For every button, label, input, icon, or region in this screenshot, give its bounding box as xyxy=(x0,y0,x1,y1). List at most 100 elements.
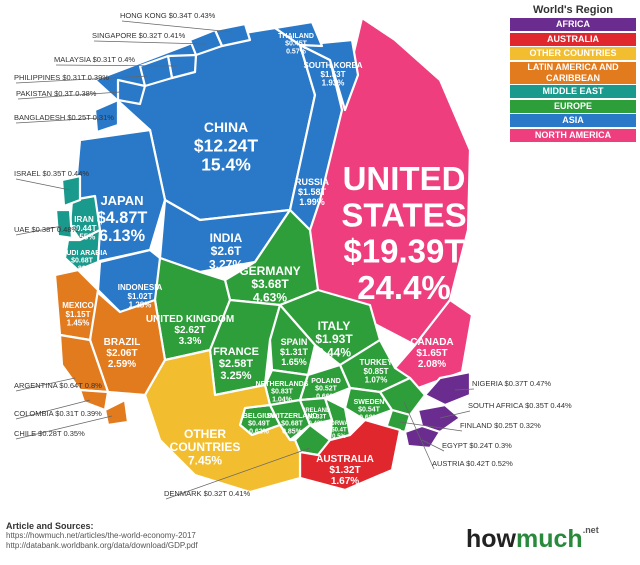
cell-label-thailand: THAILAND $0.45T 0.57% xyxy=(278,33,314,55)
cell-label-south-korea: SOUTH KOREA $1.53T 1.93% xyxy=(303,61,362,88)
cell-label-russia: RUSSIA $1.58T 1.99% xyxy=(295,177,330,207)
cell-south-africa xyxy=(416,403,462,434)
callout-part: 0.35% xyxy=(61,429,85,438)
callout-bangladesh: BANGLADESH $0.25T 0.31% xyxy=(14,113,114,122)
cell-label-belgium: BELGIUM $0.49T 0.62% xyxy=(243,413,275,435)
callout-part: BANGLADESH xyxy=(14,113,65,122)
callout-part: ARGENTINA xyxy=(14,381,58,390)
callout-part: $0.31T xyxy=(91,55,117,64)
cell-label-line: BELGIUM xyxy=(243,413,275,420)
cell-label-iran: IRAN $0.44T 0.55% xyxy=(72,215,97,242)
cell-label-line: IRELAND xyxy=(304,408,331,414)
callout-part: 0.52% xyxy=(489,459,513,468)
cell-colombia xyxy=(78,388,110,412)
cell-label-line: $0.68T xyxy=(281,421,304,428)
cell-label-line: 0.66% xyxy=(316,393,337,400)
cell-label-line: 6.13% xyxy=(99,227,146,245)
callout-part: 0.44% xyxy=(66,169,90,178)
cell-label-line: 24.4% xyxy=(357,269,451,306)
cell-label-line: 2.08% xyxy=(418,359,446,370)
callout-part: 0.8% xyxy=(83,381,103,390)
callout-pakistan: PAKISTAN $0.3T 0.38% xyxy=(16,89,97,98)
callout-line-israel xyxy=(15,178,71,191)
callout-part: HONG KONG xyxy=(120,11,167,20)
cell-philippines xyxy=(138,54,174,88)
cell-label-line: GERMANY xyxy=(239,264,300,278)
cell-label-line: 1.45% xyxy=(67,319,90,328)
cell-label-line: UNITED xyxy=(343,160,466,197)
legend-item-other-countries: OTHER COUNTRIES xyxy=(510,47,636,60)
callout-part: DENMARK xyxy=(164,489,202,498)
cell-label-line: JAPAN xyxy=(100,193,143,208)
cell-label-switzerland: SWITZERLAND $0.68T 0.85% xyxy=(267,413,318,435)
cell-label-line: 1.07% xyxy=(365,376,388,385)
cell-uae xyxy=(54,208,74,240)
cell-label-line: $0.83T xyxy=(271,389,294,396)
cell-label-united-kingdom: UNITED KINGDOM $2.62T 3.3% xyxy=(146,314,234,347)
callout-part: 0.39% xyxy=(79,409,103,418)
cell-label-turkey: TURKEY $0.85T 1.07% xyxy=(360,358,394,385)
cell-other-countries xyxy=(143,348,302,494)
cell-label-line: $19.39T xyxy=(343,233,464,270)
cell-label-line: $12.24T xyxy=(194,135,259,155)
callout-part: NIGERIA xyxy=(472,379,503,388)
cell-switzerland xyxy=(268,398,312,442)
cell-label-brazil: BRAZIL $2.06T 2.59% xyxy=(104,337,141,370)
callout-part: $0.32T xyxy=(202,489,228,498)
cell-label-china: CHINA $12.24T 15.4% xyxy=(194,119,259,175)
callout-part: 0.39% xyxy=(86,73,110,82)
source-link-worldbank[interactable]: http://databank.worldbank.org/data/downl… xyxy=(6,541,198,550)
cell-label-other-countries: OTHER COUNTRIES 7.45% xyxy=(170,427,241,467)
cell-label-line: POLAND xyxy=(311,378,341,385)
cell-label-line: $0.68T xyxy=(71,258,94,265)
callout-part: AUSTRIA xyxy=(432,459,465,468)
legend-item-australia: AUSTRALIA xyxy=(510,32,636,46)
cell-label-line: $1.53T xyxy=(321,70,346,79)
cell-label-line: 3.25% xyxy=(220,370,251,382)
callout-part: 0.32% xyxy=(517,421,541,430)
cell-label-line: 7.45% xyxy=(188,453,222,467)
howmuch-logo[interactable]: howmuch.net xyxy=(466,525,599,554)
callout-part: $0.38T xyxy=(29,225,55,234)
cell-label-line: 3.27% xyxy=(209,257,243,271)
callout-part: 0.48% xyxy=(55,225,79,234)
cell-bangladesh xyxy=(93,98,120,134)
callout-line-south-africa xyxy=(439,410,471,419)
cell-label-line: 1.65% xyxy=(281,357,307,367)
cell-label-australia: AUSTRALIA $1.32T 1.67% xyxy=(316,454,374,487)
callout-egypt: EGYPT $0.24T 0.3% xyxy=(442,441,512,450)
cell-label-line: SWEDEN xyxy=(354,399,385,406)
cell-label-line: 0.86% xyxy=(72,265,93,272)
callout-part: $0.24T xyxy=(467,441,493,450)
callout-part: 0.41% xyxy=(162,31,186,40)
callout-part: 0.44% xyxy=(548,401,572,410)
legend-item-africa: AFRICA xyxy=(510,18,636,31)
cell-austria xyxy=(378,376,427,417)
callout-israel: ISRAEL $0.35T 0.44% xyxy=(14,169,89,178)
callout-part: SINGAPORE xyxy=(92,31,137,40)
cell-label-india: INDIA $2.6T 3.27% xyxy=(209,231,243,271)
cell-label-line: IRAN xyxy=(74,215,94,224)
callout-malaysia: MALAYSIA $0.31T 0.4% xyxy=(54,55,135,64)
cell-label-netherlands: NETHERLANDS $0.83T 1.04% xyxy=(256,381,309,403)
legend: World's Region AFRICA AUSTRALIA OTHER CO… xyxy=(510,4,636,143)
callout-part: EGYPT xyxy=(442,441,468,450)
callout-colombia: COLOMBIA $0.31T 0.39% xyxy=(14,409,102,418)
cell-label-line: $2.58T xyxy=(219,358,254,370)
cell-label-line: 0.42% xyxy=(308,421,326,427)
source-link-article[interactable]: https://howmuch.net/articles/the-world-e… xyxy=(6,531,196,540)
cell-label-line: INDIA xyxy=(210,231,243,245)
callout-part: $0.31T xyxy=(53,409,79,418)
cell-label-poland: POLAND $0.52T 0.66% xyxy=(311,378,341,400)
cell-label-line: 3.3% xyxy=(179,336,202,347)
cell-label-line: 0.62% xyxy=(249,428,270,435)
callout-line-nigeria xyxy=(454,388,475,391)
callouts-layer: HONG KONG $0.34T 0.43% SINGAPORE $0.32T 0… xyxy=(14,11,572,500)
callout-part: 0.47% xyxy=(528,379,552,388)
cell-pakistan xyxy=(116,78,147,106)
cell-label-ireland: IRELAND $0.33T 0.42% xyxy=(304,408,331,427)
cell-label-line: THAILAND xyxy=(278,33,314,40)
cell-label-line: $0.45T xyxy=(285,41,308,48)
cell-label-line: 1.04% xyxy=(272,396,293,403)
legend-item-latin-america: LATIN AMERICA AND CARIBBEAN xyxy=(510,61,636,84)
